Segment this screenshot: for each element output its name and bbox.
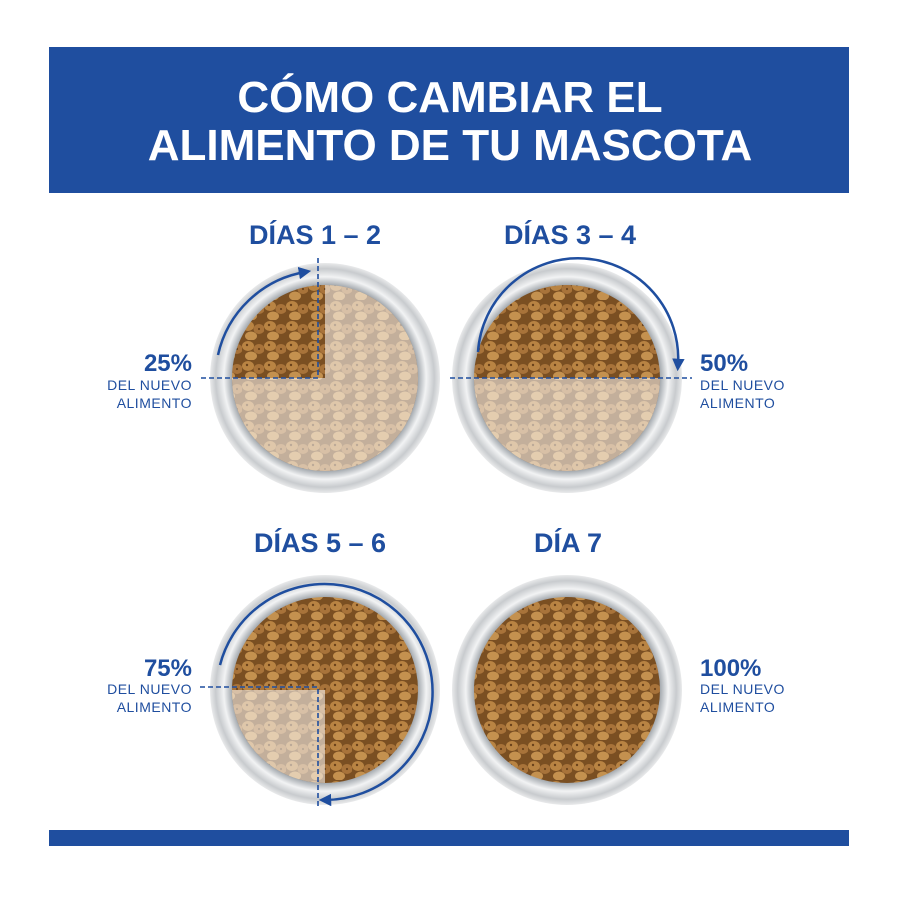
percent: 25% xyxy=(144,350,192,377)
day-label: DÍA 7 xyxy=(534,527,602,558)
header-band xyxy=(49,47,849,193)
footer-band xyxy=(49,830,849,846)
title-line: CÓMO CAMBIAR EL xyxy=(237,72,662,122)
old-food xyxy=(474,378,660,471)
old-food xyxy=(232,285,418,471)
percent: 100% xyxy=(700,655,761,682)
arrow xyxy=(216,266,312,356)
caption: DEL NUEVO xyxy=(700,681,785,697)
caption: DEL NUEVO xyxy=(107,681,192,697)
panel: DÍAS 5 – 6 75% DEL NUEVO ALIMENTO xyxy=(107,527,440,808)
panel: DÍA 7 100% DEL NUEVO ALIMENTO xyxy=(452,527,785,805)
day-label: DÍAS 5 – 6 xyxy=(254,527,386,558)
caption: ALIMENTO xyxy=(117,699,192,715)
caption: DEL NUEVO xyxy=(700,377,785,393)
old-food xyxy=(232,690,325,783)
caption: DEL NUEVO xyxy=(107,377,192,393)
divider xyxy=(200,258,319,379)
arrow xyxy=(476,257,685,372)
caption: ALIMENTO xyxy=(700,395,775,411)
caption: ALIMENTO xyxy=(117,395,192,411)
day-label: DÍAS 1 – 2 xyxy=(249,219,381,250)
panel: DÍAS 3 – 4 50% DEL NUEVO ALIMENTO xyxy=(450,219,785,493)
day-label: DÍAS 3 – 4 xyxy=(504,219,636,250)
caption: ALIMENTO xyxy=(700,699,775,715)
arrow xyxy=(218,582,434,807)
food xyxy=(474,597,660,783)
panel: DÍAS 1 – 2 25% DEL NUEVO ALIMENTO xyxy=(107,219,440,493)
percent: 75% xyxy=(144,655,192,682)
title-line: ALIMENTO DE TU MASCOTA xyxy=(148,121,753,170)
percent: 50% xyxy=(700,350,748,377)
